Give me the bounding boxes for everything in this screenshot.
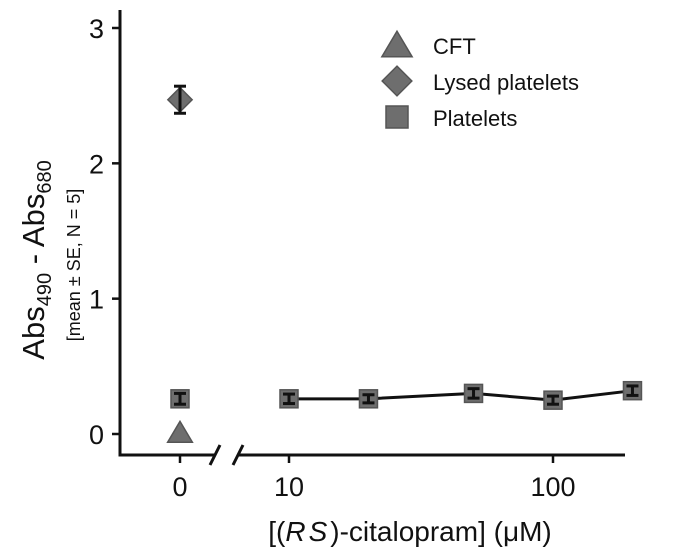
- legend-label-cft: CFT: [433, 34, 476, 59]
- series-line-platelets: [289, 389, 633, 402]
- cft-point: [166, 419, 194, 443]
- axes: [118, 10, 625, 466]
- x-axis-title: [(RS)-citalopram] (μM): [268, 516, 552, 547]
- legend-marker-cft: [380, 29, 414, 58]
- y-tick-label: 2: [89, 149, 104, 179]
- x-tick-label: 0: [172, 472, 187, 502]
- axis-break-mark-right: [231, 444, 245, 466]
- legend-label-lysed-platelets: Lysed platelets: [433, 70, 579, 95]
- y-axis-title-main: Abs490 - Abs680: [16, 160, 56, 359]
- legend: CFT Lysed platelets Platelets: [380, 29, 579, 131]
- y-tick-label: 3: [89, 14, 104, 44]
- legend-label-platelets: Platelets: [433, 106, 517, 131]
- y-axis-title: Abs490 - Abs680: [16, 160, 56, 359]
- y-axis-subtitle-text: [mean ± SE, N = 5]: [64, 189, 84, 341]
- data-markers: [166, 86, 643, 443]
- y-tick-label: 1: [89, 285, 104, 315]
- legend-marker-platelets: [385, 105, 409, 129]
- error-bars: [174, 84, 639, 406]
- y-tick-label: 0: [89, 420, 104, 450]
- x-tick-label: 10: [274, 472, 304, 502]
- x-tick-label: 100: [530, 472, 575, 502]
- legend-marker-lysed-platelets: [381, 65, 413, 97]
- y-axis-subtitle: [mean ± SE, N = 5]: [64, 189, 84, 341]
- x-axis-ticks: 0 10 100: [172, 455, 576, 502]
- platelets-connecting-line: [289, 389, 633, 402]
- y-axis-ticks: 0 1 2 3: [89, 14, 120, 450]
- axis-break-mark-left: [208, 444, 222, 466]
